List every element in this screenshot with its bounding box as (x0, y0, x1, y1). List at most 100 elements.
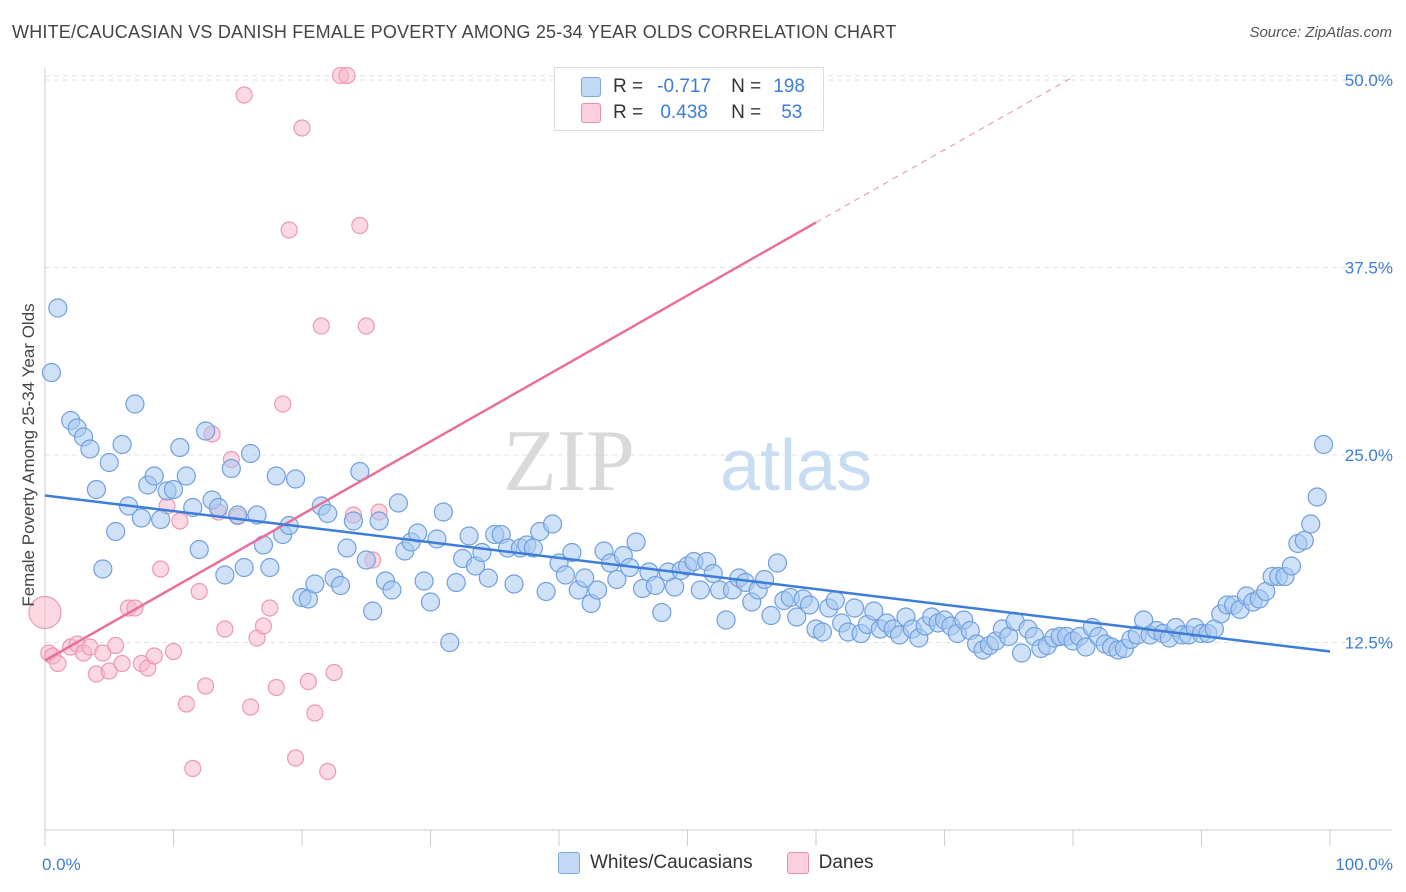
whites-point (767, 553, 788, 573)
whites-point (472, 542, 492, 563)
danes-point (235, 86, 253, 104)
legend-r-value: -0.717 (657, 76, 712, 97)
whites-point (176, 466, 196, 486)
legend: R = -0.717 N = 198 R = 0.438 N = 53 (554, 67, 824, 131)
whites-point (825, 590, 845, 611)
whites-point (575, 568, 595, 588)
whites-point (1281, 556, 1302, 576)
legend-r-label: R = (613, 102, 644, 123)
danes-point (293, 119, 311, 137)
legend-swatch-danes (786, 852, 809, 874)
whites-point (369, 511, 389, 531)
whites-point (420, 592, 441, 612)
whites-point (844, 598, 865, 618)
whites-point (787, 607, 807, 627)
whites-point (163, 479, 184, 500)
whites-point (99, 452, 119, 473)
whites-point (562, 542, 582, 563)
legend-n-value: 53 (781, 102, 803, 123)
danes-point (145, 647, 163, 665)
whites-point (266, 466, 286, 486)
danes-point (319, 762, 337, 781)
whites-point (1307, 487, 1327, 507)
whites-trend-line (44, 494, 1331, 653)
trend-lines (44, 76, 1331, 662)
danes-point (171, 512, 189, 530)
whites-point (196, 421, 216, 441)
whites-point (1294, 530, 1314, 551)
whites-point (285, 469, 306, 489)
danes-point (267, 678, 285, 697)
whites-point (414, 571, 434, 591)
whites-point (1011, 643, 1032, 663)
danes-point (286, 749, 305, 767)
watermark-zip: ZIP (503, 413, 635, 510)
whites-point (356, 550, 376, 570)
danes-point (197, 677, 215, 695)
whites-point (388, 493, 408, 513)
x-tick-label: 0.0% (42, 855, 81, 874)
danes-point (107, 636, 125, 655)
whites-point (215, 565, 235, 585)
watermark: ZIP atlas (503, 413, 872, 510)
whites-point (170, 437, 190, 458)
danes-point (357, 317, 375, 335)
whites-point (703, 563, 723, 584)
danes-point (100, 662, 118, 680)
watermark-atlas: atlas (720, 426, 872, 506)
whites-point (208, 497, 229, 518)
whites-point (330, 575, 351, 596)
whites-point (446, 572, 466, 593)
legend-row-whites: R = -0.717 N = 198 (581, 75, 805, 99)
danes-point (306, 704, 324, 722)
whites-point (318, 503, 338, 524)
y-tick-label: 37.5% (1345, 259, 1393, 278)
whites-point (151, 509, 171, 530)
danes-point (351, 216, 369, 235)
whites-point (587, 580, 608, 600)
whites-point (1313, 434, 1334, 455)
tick-labels: 12.5% 25.0% 37.5% 50.0% 0.0% 100.0% (42, 71, 1393, 874)
danes-point (164, 642, 183, 661)
whites-point (131, 508, 151, 528)
whites-point (504, 574, 524, 594)
whites-point (228, 505, 248, 525)
legend-label-danes: Danes (818, 852, 874, 873)
whites-point (189, 539, 209, 560)
whites-point (645, 575, 665, 596)
whites-point (337, 538, 357, 558)
whites-point (382, 580, 402, 600)
danes-point (325, 663, 343, 682)
legend-swatch-whites (581, 77, 601, 97)
whites-point (106, 521, 126, 542)
whites-point (1301, 514, 1321, 534)
whites-point (93, 559, 113, 579)
whites-point (690, 580, 710, 600)
whites-point (260, 557, 280, 578)
whites-point (478, 568, 498, 588)
whites-point (48, 298, 68, 318)
danes-point (113, 654, 131, 673)
whites-point (144, 466, 164, 486)
legend-n-value: 198 (773, 76, 805, 97)
whites-point (542, 514, 563, 534)
whites-point (607, 569, 627, 590)
whites-point (812, 622, 833, 642)
series-legend: Whites/Caucasians Danes (558, 852, 908, 874)
danes-point (49, 654, 67, 673)
legend-item-danes: Danes (786, 852, 874, 874)
y-tick-label: 12.5% (1345, 634, 1393, 653)
danes-point (177, 695, 195, 713)
whites-point (626, 532, 646, 552)
whites-point (408, 523, 428, 543)
legend-r-label: R = (613, 76, 644, 97)
danes-point (242, 698, 260, 716)
whites-point (433, 502, 453, 522)
x-tick-label: 100.0% (1335, 855, 1393, 874)
danes-point (152, 560, 170, 578)
legend-n-label: N = (731, 102, 762, 123)
whites-point (536, 581, 556, 602)
danes-point (216, 620, 234, 638)
legend-swatch-whites (558, 852, 580, 874)
whites-point (125, 394, 145, 414)
